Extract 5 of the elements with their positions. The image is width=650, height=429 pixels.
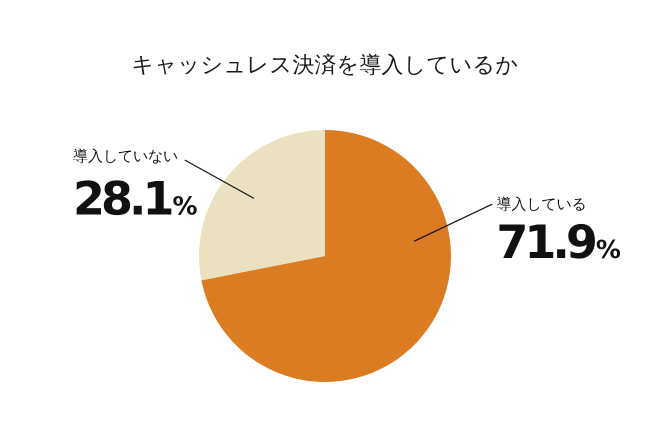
data-label: 28.1% [73, 171, 198, 226]
slice-label: 導入している [496, 194, 586, 213]
data-label: 71.9% [496, 214, 621, 269]
chart-title: キャッシュレス決済を導入しているか [130, 53, 520, 79]
slice-label: 導入していない [73, 146, 178, 165]
